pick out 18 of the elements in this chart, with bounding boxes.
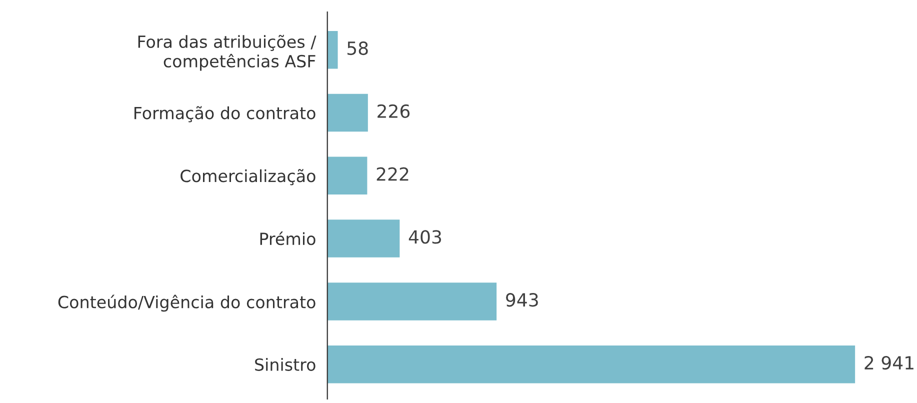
y-tick-label: Comercialização xyxy=(180,169,316,186)
bar xyxy=(327,156,368,195)
data-label: 943 xyxy=(506,293,538,307)
y-tick-label: Sinistro xyxy=(255,358,316,371)
bar xyxy=(327,30,338,69)
bar xyxy=(327,346,856,384)
bar xyxy=(327,282,497,320)
data-label: 226 xyxy=(378,104,410,118)
y-tick-label: Conteúdo/Vigência do contrato xyxy=(58,294,316,312)
bar xyxy=(327,94,368,132)
y-tick-label: Prémio xyxy=(260,232,316,246)
y-tick-label: Fora das atribuições / competências ASF xyxy=(138,34,316,71)
data-label: 222 xyxy=(376,167,408,181)
bar xyxy=(327,220,400,258)
y-tick-label: Formação do contrato xyxy=(134,106,316,122)
data-label: 58 xyxy=(348,41,368,56)
data-label: 403 xyxy=(408,230,442,244)
data-label: 2 941 xyxy=(864,356,914,370)
